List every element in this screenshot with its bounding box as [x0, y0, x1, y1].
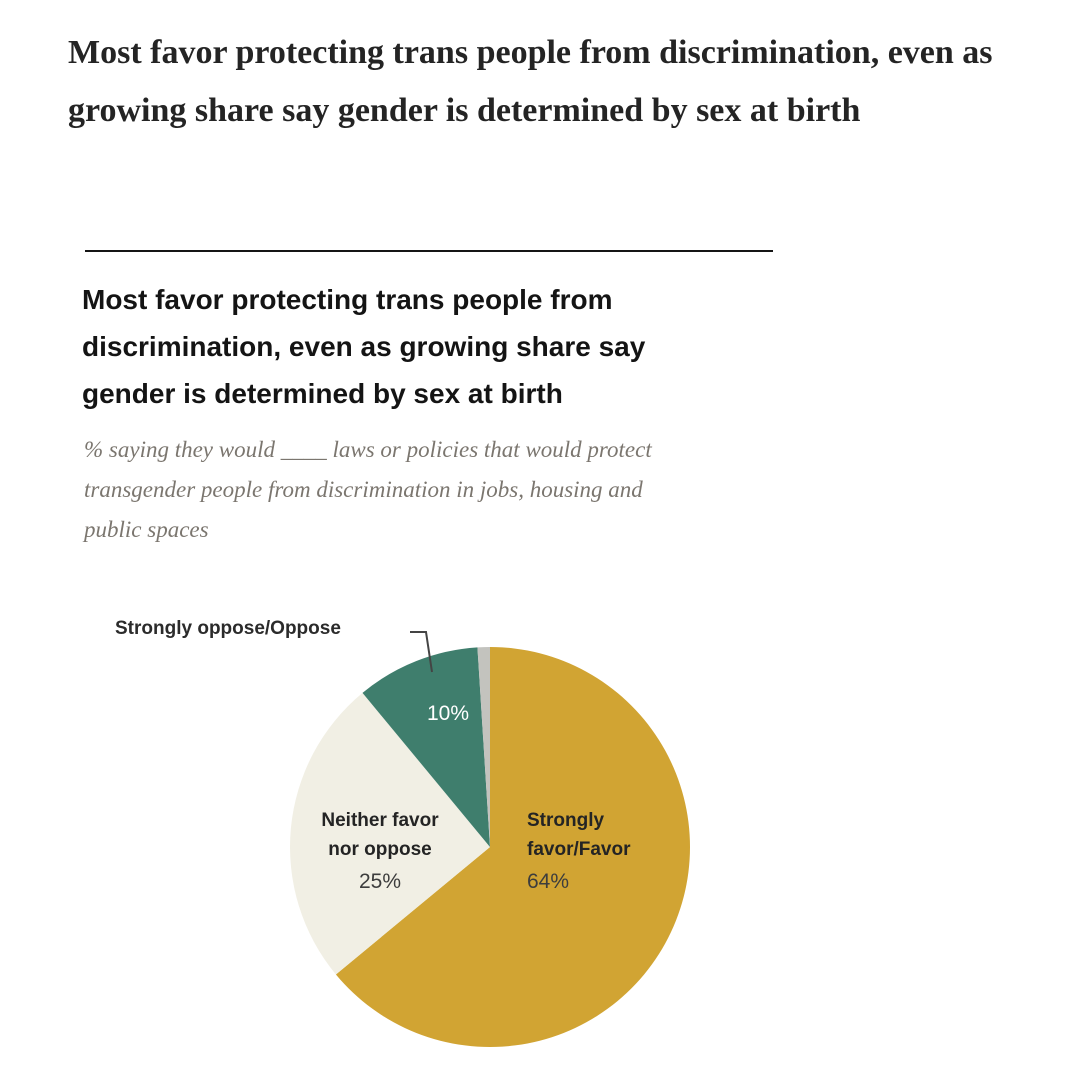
pie-chart — [290, 631, 690, 1047]
chart-title: Most favor protecting trans people from … — [82, 284, 646, 409]
pie-slice — [335, 647, 690, 1047]
slice-label-favor: Strongly favor/Favor — [527, 810, 631, 860]
pie-slice — [290, 692, 490, 975]
pie-slices — [290, 647, 690, 1047]
divider — [85, 250, 773, 252]
pie-slice — [362, 647, 490, 847]
page-headline: Most favor protecting trans people from … — [68, 34, 993, 129]
pie-slice — [477, 647, 490, 847]
slice-label-neither: Neither favor nor oppose — [321, 810, 439, 860]
callout-label-oppose: Strongly oppose/Oppose — [115, 618, 341, 639]
slice-label-group-favor: Strongly favor/Favor 64% — [527, 806, 737, 897]
slice-value-neither: 25% — [358, 870, 402, 893]
chart-subtitle: % saying they would ____ laws or policie… — [84, 437, 652, 542]
slice-value-oppose: 10% — [426, 702, 470, 725]
leader-line — [410, 631, 433, 673]
slice-value-favor: 64% — [527, 870, 570, 893]
slice-label-group-neither: Neither favor nor oppose 25% — [288, 806, 472, 897]
